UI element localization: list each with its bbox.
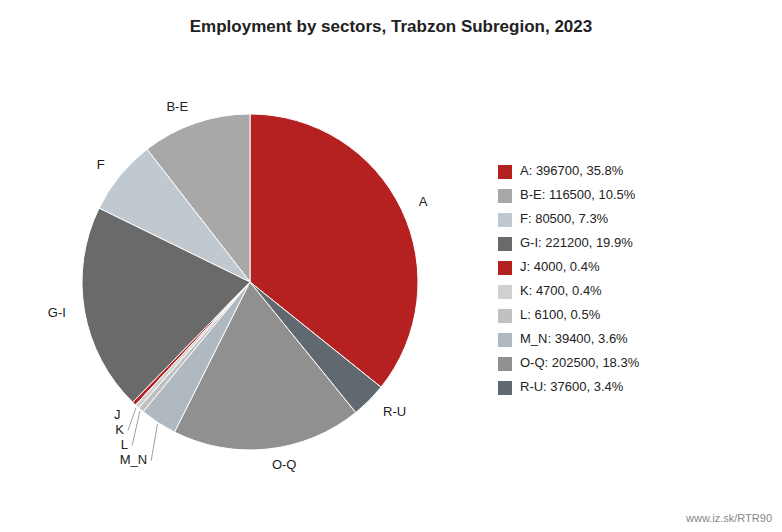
annotation: www.iz.sk/RTR90 <box>685 512 772 524</box>
legend-label: O-Q: 202500, 18.3% <box>520 355 640 370</box>
legend-label: F: 80500, 7.3% <box>520 211 609 226</box>
legend-swatch <box>498 285 512 299</box>
slice-label: B-E <box>166 99 188 114</box>
slice <box>250 282 381 412</box>
legend-label: K: 4700, 0.4% <box>520 283 602 298</box>
legend-label: J: 4000, 0.4% <box>520 259 600 274</box>
leader-line <box>151 424 157 461</box>
slice-label: K <box>115 422 124 437</box>
legend-swatch <box>498 357 512 371</box>
title: Employment by sectors, Trabzon Subregion… <box>190 17 592 36</box>
slice-label: G-I <box>48 305 66 320</box>
slices <box>82 114 418 450</box>
slice-label: A <box>419 194 428 209</box>
leader-line <box>132 411 140 446</box>
legend-swatch <box>498 309 512 323</box>
legend-label: B-E: 116500, 10.5% <box>520 187 636 202</box>
legend-swatch <box>498 381 512 395</box>
legend-swatch <box>498 165 512 179</box>
legend-label: A: 396700, 35.8% <box>520 163 624 178</box>
slice-label: O-Q <box>272 457 297 472</box>
slice-label: M_N <box>120 452 147 467</box>
legend-swatch <box>498 261 512 275</box>
chart: Employment by sectors, Trabzon Subregion… <box>0 0 782 532</box>
slice-label: R-U <box>383 404 406 419</box>
slice-label: F <box>97 157 105 172</box>
legend-swatch <box>498 237 512 251</box>
legend-swatch <box>498 189 512 203</box>
legend-swatch <box>498 213 512 227</box>
leader-line <box>128 408 136 431</box>
legend: A: 396700, 35.8% B-E: 116500, 10.5% F: 805… <box>498 163 640 395</box>
legend-label: G-I: 221200, 19.9% <box>520 235 633 250</box>
legend-label: L: 6100, 0.5% <box>520 307 601 322</box>
slice-label: J <box>114 407 121 422</box>
legend-label: R-U: 37600, 3.4% <box>520 379 624 394</box>
background <box>0 0 782 532</box>
legend-swatch <box>498 333 512 347</box>
slice-labels: A B-E F G-I JKLM_N O-Q R-U <box>48 99 428 473</box>
legend-label: M_N: 39400, 3.6% <box>520 331 628 346</box>
slice-label: L <box>121 437 128 452</box>
